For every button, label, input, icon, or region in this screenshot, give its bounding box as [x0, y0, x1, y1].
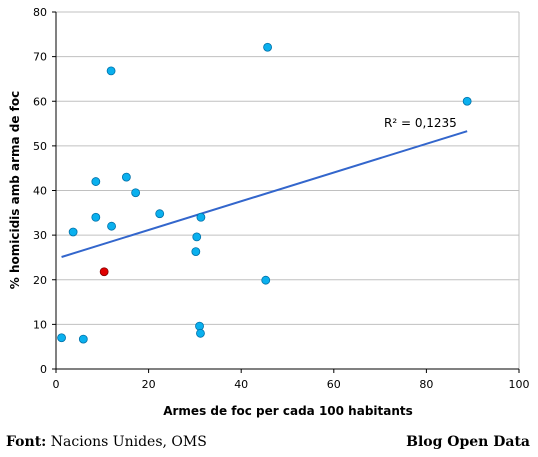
trendline-group — [61, 130, 468, 258]
x-tick-label: 20 — [142, 378, 156, 391]
grid-lines — [56, 11, 520, 369]
data-point — [263, 42, 272, 52]
data-point — [195, 321, 204, 331]
data-point — [462, 96, 472, 106]
x-tick-labels: 0 20 40 60 80 100 — [53, 369, 530, 391]
y-axis-label: % homicidis amb arma de foc — [8, 91, 22, 290]
trendline — [61, 130, 468, 258]
y-tick-label: 60 — [33, 95, 47, 108]
source-label: Font: — [6, 434, 47, 450]
data-point — [191, 247, 201, 257]
data-point — [155, 209, 165, 219]
data-point — [196, 328, 205, 338]
data-point — [196, 212, 206, 222]
scatter-chart: 0 10 20 30 40 50 60 70 80 0 20 40 60 80 100 R² = 0,12… — [8, 6, 530, 418]
data-point — [107, 221, 116, 231]
data-point — [131, 188, 141, 198]
x-tick-label: 100 — [509, 378, 530, 391]
data-point — [121, 172, 131, 182]
highlighted-data-point — [99, 267, 109, 277]
data-point — [57, 333, 66, 343]
blog-credit: Blog Open Data — [406, 434, 530, 450]
x-tick-label: 60 — [327, 378, 341, 391]
y-tick-label: 50 — [33, 140, 47, 153]
y-tick-label: 70 — [33, 51, 47, 64]
data-point — [78, 334, 88, 344]
x-axis-label: Armes de foc per cada 100 habitants — [163, 404, 413, 418]
x-tick-label: 0 — [53, 378, 60, 391]
r-squared-annotation: R² = 0,1235 — [384, 116, 457, 130]
data-point — [261, 275, 271, 285]
y-tick-label: 80 — [33, 6, 47, 19]
data-point — [192, 232, 202, 242]
source-value: Nacions Unides, OMS — [50, 434, 207, 450]
y-tick-label: 10 — [33, 318, 47, 331]
y-tick-label: 30 — [33, 229, 47, 242]
y-tick-label: 0 — [40, 363, 47, 376]
x-tick-label: 80 — [419, 378, 433, 391]
y-tick-label: 20 — [33, 274, 47, 287]
y-tick-labels: 0 10 20 30 40 50 60 70 80 — [33, 6, 56, 376]
data-point — [106, 66, 116, 76]
source-note: Font: Nacions Unides, OMS — [6, 434, 207, 450]
x-tick-label: 40 — [234, 378, 248, 391]
data-point — [91, 177, 101, 186]
data-point — [68, 227, 78, 237]
data-points — [57, 42, 472, 344]
y-tick-label: 40 — [33, 185, 47, 198]
data-point — [91, 212, 101, 222]
